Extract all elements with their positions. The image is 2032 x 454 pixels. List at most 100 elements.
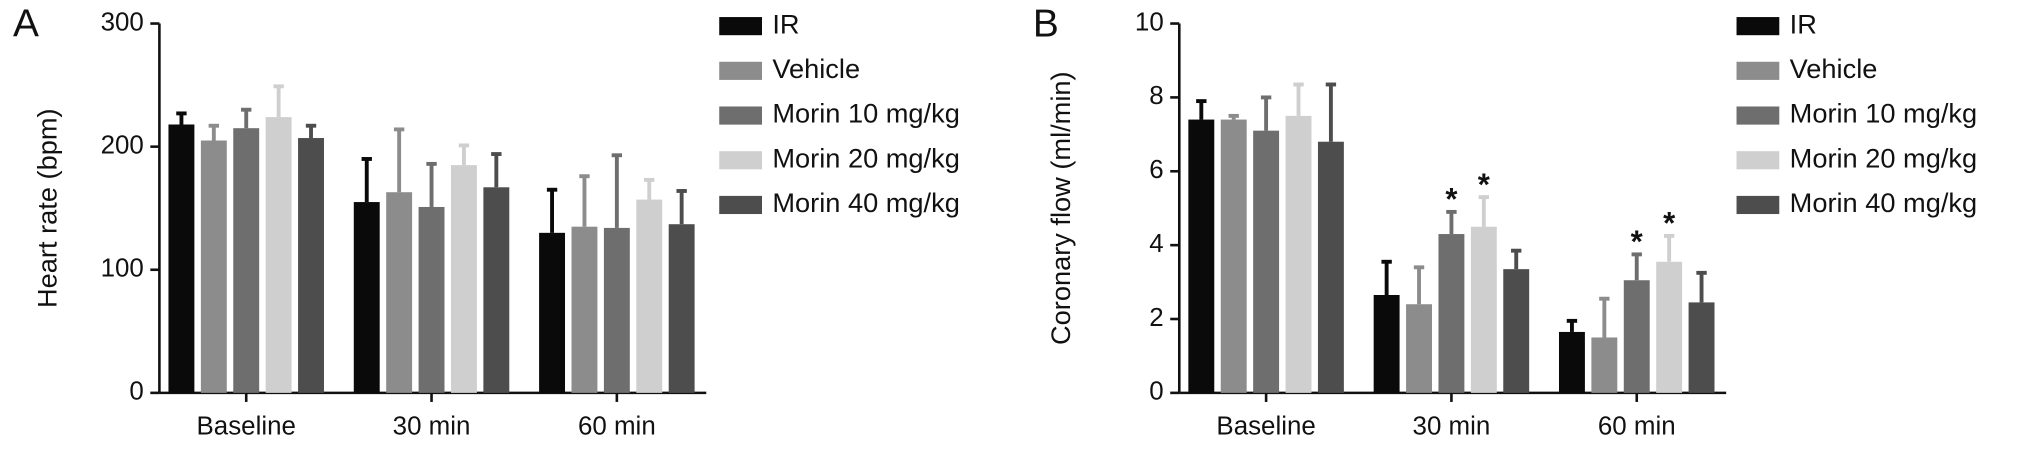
legend-swatch	[1736, 151, 1780, 170]
error-bar	[611, 153, 623, 228]
error-bar	[676, 189, 687, 225]
y-tick-label: 6	[1149, 156, 1163, 184]
error-bar	[546, 187, 558, 233]
x-tick-label: 60 min	[1598, 413, 1676, 441]
bar	[668, 224, 695, 393]
y-tick-label: 300	[101, 8, 144, 36]
legend-label: Vehicle	[772, 53, 860, 84]
bar	[1688, 302, 1715, 393]
error-bar	[1446, 209, 1457, 235]
bar	[1317, 141, 1344, 393]
error-bar	[1413, 265, 1425, 305]
bar	[571, 226, 598, 393]
legend-label: Morin 20 mg/kg	[1790, 142, 1977, 173]
bar	[1220, 119, 1247, 393]
bar	[418, 206, 445, 393]
bar	[1623, 280, 1650, 393]
legend-label: IR	[1790, 8, 1817, 39]
error-bar	[1631, 252, 1642, 281]
y-tick-label: 200	[101, 131, 144, 159]
error-bar	[426, 161, 437, 207]
error-bar	[361, 157, 372, 203]
bar	[200, 140, 227, 393]
legend-swatch	[719, 151, 762, 170]
y-tick-label: 10	[1135, 8, 1164, 36]
bar	[1503, 269, 1530, 393]
legend-label: Morin 10 mg/kg	[1790, 98, 1977, 129]
error-bar	[491, 152, 502, 188]
error-bar	[1381, 259, 1392, 296]
bar	[1285, 115, 1312, 393]
bar	[1558, 331, 1585, 393]
error-bar	[1325, 82, 1337, 142]
bar	[483, 187, 510, 393]
error-bar	[1228, 113, 1239, 120]
error-bar	[241, 107, 252, 129]
bar	[386, 192, 413, 393]
error-bar	[1196, 99, 1207, 120]
x-tick-label: 30 min	[1413, 413, 1491, 441]
bar	[1656, 261, 1683, 393]
bar	[1373, 295, 1400, 393]
error-bar	[176, 111, 187, 125]
error-bar	[1511, 248, 1522, 270]
legend-swatch	[1736, 195, 1780, 215]
x-tick-label: Baseline	[197, 413, 296, 441]
significance-marker: *	[1663, 206, 1676, 241]
error-bar	[644, 177, 655, 200]
y-axis-label: Coronary flow (ml/min)	[1045, 71, 1076, 345]
legend-swatch	[719, 61, 762, 80]
bar	[450, 165, 477, 393]
error-bar	[273, 84, 284, 118]
bar	[1253, 130, 1280, 393]
y-tick-label: 0	[1149, 378, 1163, 406]
legend-swatch	[1736, 17, 1780, 36]
y-tick-label: 4	[1149, 230, 1163, 258]
legend-label: Vehicle	[1790, 53, 1878, 84]
panel-label: A	[13, 2, 39, 45]
error-bar	[1696, 270, 1707, 303]
legend-label: IR	[772, 8, 799, 39]
x-tick-label: 60 min	[578, 413, 656, 441]
error-bar	[208, 123, 220, 141]
error-bar	[1566, 318, 1578, 332]
legend-label: Morin 10 mg/kg	[772, 98, 959, 129]
bar	[233, 128, 260, 393]
y-tick-label: 0	[129, 378, 143, 406]
error-bar	[579, 174, 590, 227]
bar	[1470, 226, 1497, 393]
panel-label: B	[1033, 2, 1059, 45]
legend-label: Morin 40 mg/kg	[1790, 187, 1977, 218]
error-bar	[458, 143, 470, 166]
x-tick-label: 30 min	[393, 413, 471, 441]
legend-swatch	[1736, 106, 1780, 125]
legend-swatch	[719, 106, 762, 125]
y-tick-label: 100	[101, 255, 144, 283]
bar	[539, 232, 566, 393]
legend-swatch	[719, 17, 762, 36]
bar	[1438, 234, 1465, 393]
legend-label: Morin 20 mg/kg	[772, 142, 959, 173]
significance-marker: *	[1445, 182, 1458, 217]
bar	[1591, 337, 1618, 393]
bar	[353, 202, 380, 393]
error-bar	[305, 123, 317, 139]
error-bar	[1599, 296, 1610, 338]
error-bar	[1260, 95, 1272, 131]
error-bar	[1293, 82, 1304, 116]
bar	[1188, 119, 1215, 393]
legend-swatch	[1736, 61, 1780, 80]
bar	[265, 117, 292, 393]
legend-swatch	[719, 195, 762, 215]
error-bar	[1478, 195, 1490, 227]
bar	[298, 138, 324, 393]
bar	[1406, 304, 1432, 393]
significance-marker: *	[1478, 167, 1491, 202]
bar	[603, 227, 630, 393]
y-axis-label: Heart rate (bpm)	[31, 108, 62, 308]
y-tick-label: 2	[1149, 304, 1163, 332]
bar	[636, 199, 663, 393]
significance-marker: *	[1631, 224, 1644, 259]
y-tick-label: 8	[1149, 82, 1163, 110]
legend-label: Morin 40 mg/kg	[772, 187, 959, 218]
